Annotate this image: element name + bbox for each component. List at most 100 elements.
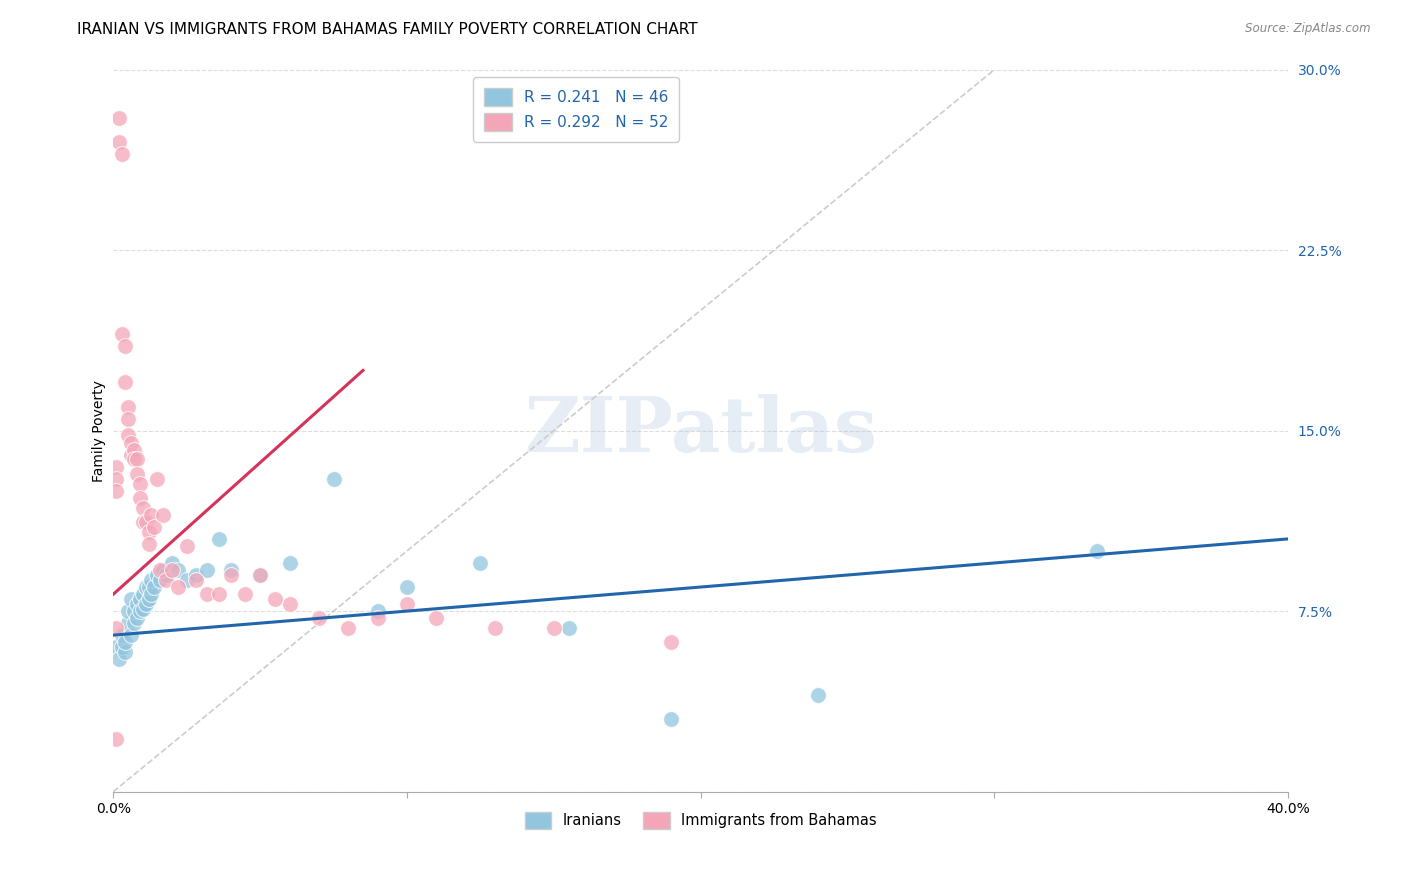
Point <box>125 611 148 625</box>
Point <box>108 135 131 149</box>
Point <box>425 611 447 625</box>
Point <box>143 520 166 534</box>
Point <box>141 587 163 601</box>
Point <box>128 592 150 607</box>
Y-axis label: Family Poverty: Family Poverty <box>93 380 107 482</box>
Point <box>249 568 271 582</box>
Point <box>122 442 145 457</box>
Point <box>117 411 139 425</box>
Point <box>184 568 207 582</box>
Point <box>395 597 418 611</box>
Text: Source: ZipAtlas.com: Source: ZipAtlas.com <box>1246 22 1371 36</box>
Point <box>114 376 136 390</box>
Point <box>135 580 157 594</box>
Point <box>131 500 153 515</box>
Point <box>105 472 128 486</box>
Point <box>659 635 682 649</box>
Point <box>146 472 169 486</box>
Point <box>149 563 172 577</box>
Point <box>659 713 682 727</box>
Point <box>484 621 506 635</box>
Point <box>167 580 190 594</box>
Point <box>143 580 166 594</box>
Point <box>111 146 134 161</box>
Point <box>337 621 360 635</box>
Text: IRANIAN VS IMMIGRANTS FROM BAHAMAS FAMILY POVERTY CORRELATION CHART: IRANIAN VS IMMIGRANTS FROM BAHAMAS FAMIL… <box>77 22 697 37</box>
Legend: Iranians, Immigrants from Bahamas: Iranians, Immigrants from Bahamas <box>519 806 883 835</box>
Point <box>128 476 150 491</box>
Point <box>208 587 231 601</box>
Point <box>278 556 301 570</box>
Point <box>108 111 131 125</box>
Point <box>367 611 389 625</box>
Point <box>114 635 136 649</box>
Point <box>543 621 565 635</box>
Point <box>138 537 160 551</box>
Point <box>195 587 218 601</box>
Point <box>138 580 160 594</box>
Point <box>160 556 183 570</box>
Point <box>141 508 163 522</box>
Point <box>120 628 142 642</box>
Point <box>114 645 136 659</box>
Point <box>105 621 128 635</box>
Point <box>208 532 231 546</box>
Point <box>122 452 145 467</box>
Point <box>470 556 492 570</box>
Point <box>120 435 142 450</box>
Point <box>167 563 190 577</box>
Point <box>322 472 344 486</box>
Point <box>105 459 128 474</box>
Point <box>111 327 134 342</box>
Point <box>125 467 148 481</box>
Point <box>125 597 148 611</box>
Point <box>128 491 150 505</box>
Point <box>120 448 142 462</box>
Point <box>263 592 285 607</box>
Point <box>131 601 153 615</box>
Point <box>120 592 142 607</box>
Point <box>135 597 157 611</box>
Point <box>105 731 128 746</box>
Point <box>122 616 145 631</box>
Point <box>138 524 160 539</box>
Point <box>308 611 330 625</box>
Point <box>108 652 131 666</box>
Point <box>146 568 169 582</box>
Point <box>235 587 257 601</box>
Point <box>111 628 134 642</box>
Point <box>122 604 145 618</box>
Point <box>131 587 153 601</box>
Point <box>105 483 128 498</box>
Point <box>395 580 418 594</box>
Point <box>176 539 198 553</box>
Point <box>117 400 139 414</box>
Point <box>176 573 198 587</box>
Point <box>278 597 301 611</box>
Point <box>152 508 174 522</box>
Point <box>184 573 207 587</box>
Point <box>135 515 157 529</box>
Point <box>557 621 579 635</box>
Point <box>1085 544 1108 558</box>
Point <box>195 563 218 577</box>
Point <box>807 689 830 703</box>
Point <box>149 573 172 587</box>
Point <box>219 568 242 582</box>
Point <box>155 568 177 582</box>
Point <box>152 563 174 577</box>
Point <box>155 573 177 587</box>
Point <box>117 428 139 442</box>
Point <box>131 515 153 529</box>
Point <box>249 568 271 582</box>
Point <box>125 452 148 467</box>
Point <box>105 640 128 655</box>
Point <box>111 640 134 655</box>
Point <box>141 573 163 587</box>
Point <box>117 604 139 618</box>
Point <box>138 592 160 607</box>
Point <box>114 339 136 353</box>
Text: ZIPatlas: ZIPatlas <box>524 393 877 467</box>
Point <box>219 563 242 577</box>
Point <box>128 604 150 618</box>
